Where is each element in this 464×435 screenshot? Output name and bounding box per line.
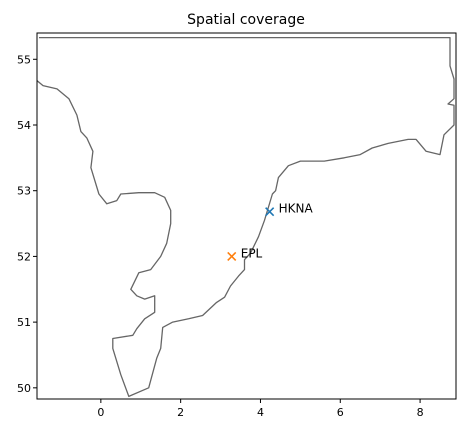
y-tick-label: 51 <box>17 316 31 329</box>
station-marker-epl <box>227 251 237 261</box>
coastline <box>37 36 455 398</box>
x-tick-label: 6 <box>337 406 344 419</box>
y-tick-label: 53 <box>17 185 31 198</box>
y-tick-label: 54 <box>17 119 31 132</box>
station-label-hkna: HKNA <box>279 202 314 216</box>
plot-frame <box>36 32 457 400</box>
x-tick-label: 0 <box>97 406 104 419</box>
chart-title: Spatial coverage <box>187 12 305 28</box>
y-tick-label: 50 <box>17 382 31 395</box>
station-label-epl: EPL <box>241 246 263 260</box>
x-tick-label: 8 <box>417 406 424 419</box>
x-tick-label: 2 <box>177 406 184 419</box>
y-tick-label: 52 <box>17 250 31 263</box>
station-marker-hkna <box>265 207 275 217</box>
y-tick-label: 55 <box>17 53 31 66</box>
x-tick-label: 4 <box>257 406 264 419</box>
